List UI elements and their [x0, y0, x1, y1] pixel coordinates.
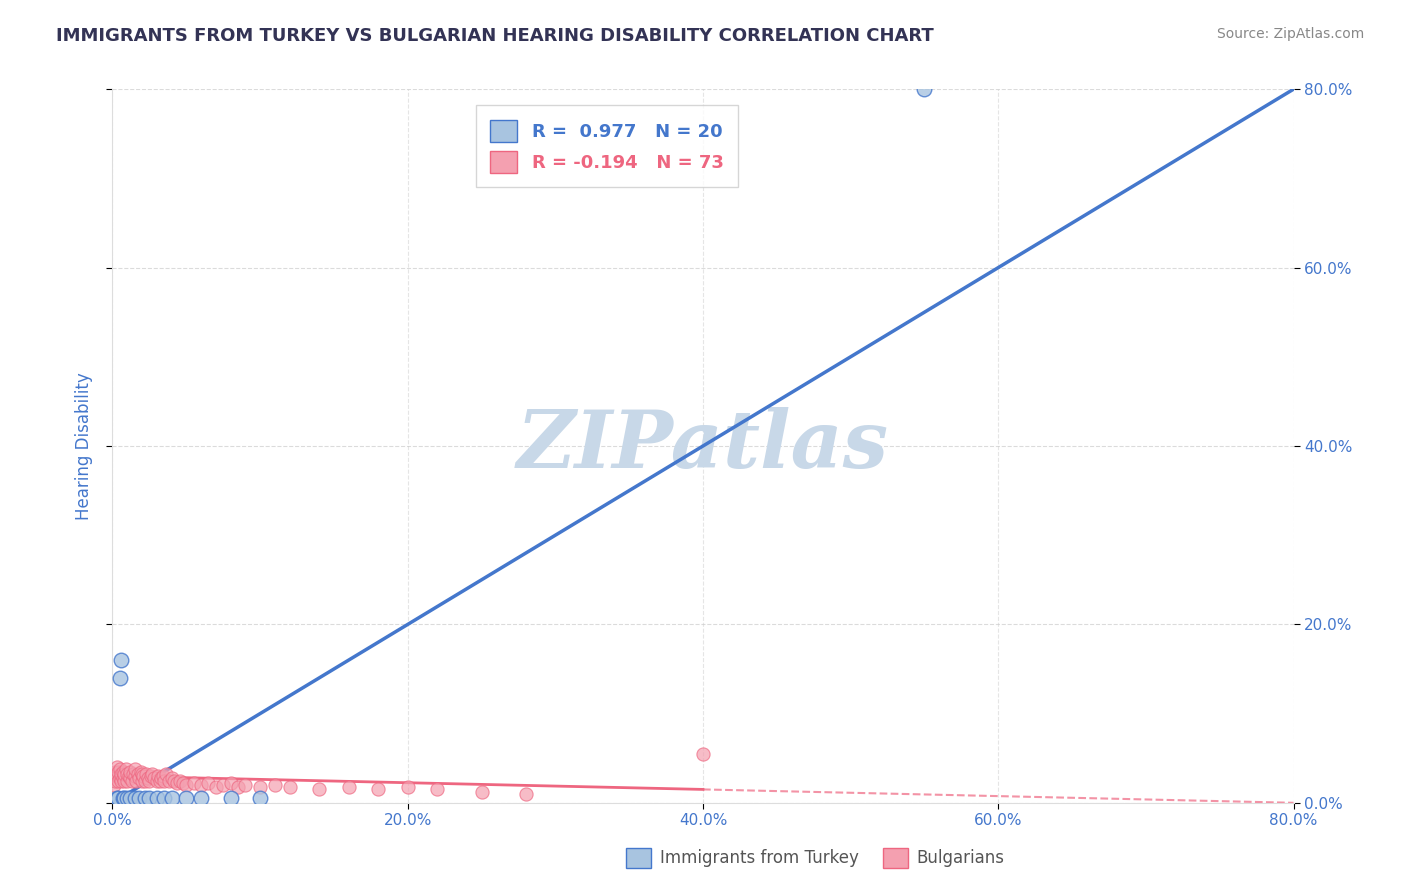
Point	[138, 791, 160, 805]
Point	[197, 776, 219, 790]
Point	[111, 771, 134, 785]
Point	[125, 773, 148, 788]
Point	[111, 764, 134, 779]
Text: IMMIGRANTS FROM TURKEY VS BULGARIAN HEARING DISABILITY CORRELATION CHART: IMMIGRANTS FROM TURKEY VS BULGARIAN HEAR…	[56, 27, 934, 45]
Point	[160, 771, 183, 785]
Y-axis label: Hearing Disability: Hearing Disability	[75, 372, 93, 520]
Point	[183, 776, 205, 790]
Point	[139, 769, 162, 783]
Point	[470, 785, 494, 799]
Text: Source: ZipAtlas.com: Source: ZipAtlas.com	[1216, 27, 1364, 41]
Point	[103, 769, 125, 783]
Point	[104, 764, 127, 779]
Point	[172, 776, 194, 790]
Point	[153, 791, 176, 805]
Point	[233, 778, 256, 792]
Point	[108, 771, 131, 785]
Point	[114, 762, 136, 776]
Point	[110, 773, 132, 788]
Point	[105, 791, 128, 805]
Point	[150, 771, 173, 785]
Point	[146, 773, 169, 788]
Point	[134, 791, 156, 805]
Point	[160, 791, 183, 805]
Point	[103, 778, 125, 792]
Legend: Immigrants from Turkey, Bulgarians: Immigrants from Turkey, Bulgarians	[620, 841, 1011, 875]
Point	[107, 764, 129, 779]
Point	[205, 780, 228, 794]
Point	[190, 791, 212, 805]
Point	[131, 773, 153, 788]
Point	[692, 747, 714, 761]
Point	[117, 767, 138, 781]
Point	[219, 776, 242, 790]
Point	[337, 780, 360, 794]
Text: ZIPatlas: ZIPatlas	[517, 408, 889, 484]
Point	[155, 767, 177, 781]
Point	[190, 778, 212, 792]
Point	[127, 767, 149, 781]
Point	[131, 767, 153, 781]
Point	[153, 773, 176, 788]
Point	[249, 780, 271, 794]
Point	[157, 773, 180, 788]
Point	[169, 773, 191, 788]
Point	[166, 776, 188, 790]
Point	[148, 769, 170, 783]
Point	[396, 780, 419, 794]
Point	[278, 780, 301, 794]
Point	[124, 769, 146, 783]
Point	[111, 791, 134, 805]
Point	[120, 764, 142, 779]
Point	[105, 769, 128, 783]
Point	[152, 769, 174, 783]
Point	[112, 791, 135, 805]
Point	[120, 771, 142, 785]
Point	[146, 791, 169, 805]
Point	[219, 791, 242, 805]
Point	[112, 767, 135, 781]
Point	[110, 653, 132, 667]
Point	[121, 773, 143, 788]
Point	[129, 764, 152, 779]
Point	[105, 760, 128, 774]
Point	[134, 773, 156, 788]
Point	[914, 82, 936, 96]
Point	[118, 769, 141, 783]
Point	[117, 773, 138, 788]
Point	[141, 767, 163, 781]
Point	[515, 787, 537, 801]
Point	[104, 773, 127, 788]
Point	[110, 767, 132, 781]
Point	[108, 671, 131, 685]
Point	[308, 782, 330, 797]
Point	[138, 773, 160, 788]
Point	[132, 769, 155, 783]
Point	[149, 773, 172, 788]
Point	[107, 791, 129, 805]
Point	[122, 767, 145, 781]
Point	[108, 762, 131, 776]
Point	[226, 780, 249, 794]
Point	[128, 791, 150, 805]
Point	[367, 782, 389, 797]
Point	[124, 791, 146, 805]
Point	[136, 771, 159, 785]
Point	[128, 771, 150, 785]
Point	[174, 778, 197, 792]
Point	[107, 773, 129, 788]
Point	[117, 791, 138, 805]
Point	[264, 778, 287, 792]
Point	[426, 782, 449, 797]
Point	[163, 773, 186, 788]
Point	[120, 791, 142, 805]
Point	[135, 767, 157, 781]
Point	[212, 778, 235, 792]
Point	[249, 791, 271, 805]
Point	[174, 791, 197, 805]
Point	[142, 771, 165, 785]
Legend: R =  0.977   N = 20, R = -0.194   N = 73: R = 0.977 N = 20, R = -0.194 N = 73	[475, 105, 738, 187]
Point	[124, 762, 146, 776]
Point	[112, 773, 135, 788]
